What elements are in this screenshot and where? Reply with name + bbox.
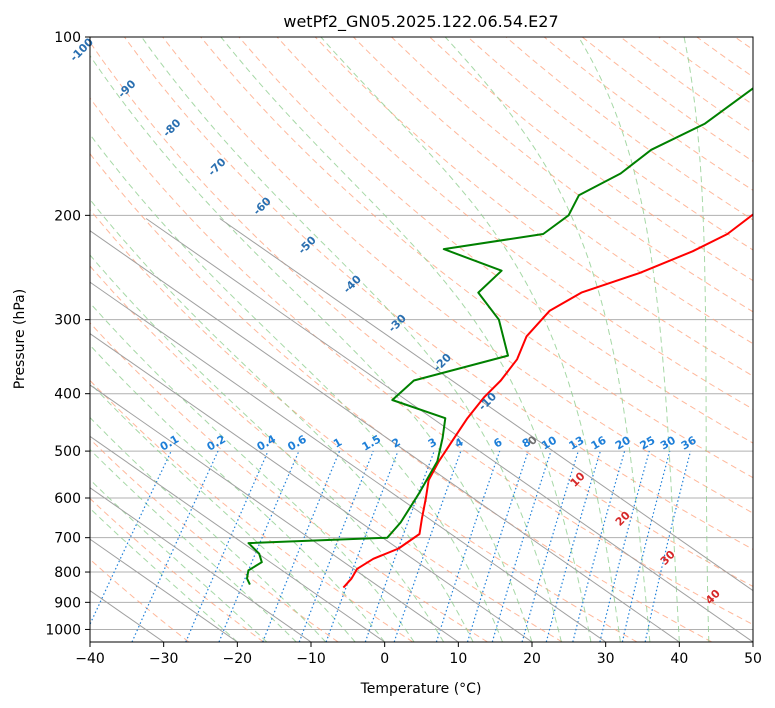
- moist-adiabat-line: [683, 37, 710, 642]
- moist-adiabat-line: [90, 198, 474, 642]
- y-tick-label: 900: [54, 595, 81, 611]
- y-tick-label: 1000: [45, 622, 81, 638]
- dry-adiabat-line: [90, 152, 712, 642]
- mixing-ratio-line: [393, 450, 462, 642]
- moist-adiabat-line: [90, 133, 503, 642]
- dry-adiabat-line: [90, 379, 414, 642]
- dry-adiabat-line: [90, 97, 753, 626]
- mixing-ratio-line: [325, 450, 399, 642]
- mixing-ratio-line: [644, 450, 692, 642]
- mixing-ratio-line: [298, 450, 374, 642]
- moist-adiabat-line: [578, 37, 680, 642]
- y-tick-label: 300: [54, 313, 81, 329]
- mixing-ratio-line: [572, 450, 626, 642]
- isotherms: [90, 218, 753, 642]
- mixing-ratio-line: [491, 450, 552, 642]
- gridlines: [90, 37, 753, 630]
- moist-adiabat-line: [320, 37, 621, 642]
- mixing-ratio-line: [185, 450, 269, 642]
- dry-adiabat-line: [90, 265, 563, 642]
- moist-adiabats: [90, 37, 710, 642]
- x-tick-label: −10: [296, 651, 326, 667]
- dry-adiabat-line: [90, 208, 638, 642]
- profile-series: [246, 87, 753, 589]
- x-tick-label: 50: [744, 651, 762, 667]
- dry-adiabat-line: [90, 41, 753, 588]
- chart-title: wetPf2_GN05.2025.122.06.54.E27: [283, 12, 558, 32]
- dry-adiabat-line: [314, 37, 753, 377]
- moist-adiabat-line: [141, 37, 562, 642]
- isotherm-line: [219, 218, 753, 592]
- x-tick-label: −40: [75, 651, 105, 667]
- y-tick-label: 500: [54, 444, 81, 460]
- isotherm-line: [145, 218, 753, 642]
- x-axis-label: Temperature (°C): [360, 681, 482, 697]
- dry-adiabat-line: [276, 37, 753, 410]
- mixing-ratio-line: [262, 450, 341, 642]
- x-tick-label: 0: [380, 651, 389, 667]
- x-tick-label: 20: [523, 651, 541, 667]
- dry-adiabat-line: [238, 37, 753, 444]
- mixing-ratio-line: [466, 450, 529, 642]
- moist-adiabat-line: [90, 54, 533, 642]
- moist-adiabat-line: [90, 302, 415, 642]
- y-axis-ticks: 100 200 300 400 500 600 700 800 900 1000: [45, 30, 90, 638]
- y-tick-label: 100: [54, 30, 81, 46]
- y-tick-label: 400: [54, 387, 81, 403]
- moist-adiabat-line: [220, 37, 592, 642]
- moist-adiabat-line: [90, 382, 356, 642]
- isotherm-line: [90, 281, 606, 642]
- y-axis-label: Pressure (hPa): [12, 289, 28, 389]
- isotherm-line: [90, 435, 385, 642]
- mixing-ratio-line: [599, 450, 650, 642]
- moist-adiabat-line: [90, 416, 327, 642]
- x-tick-label: 10: [449, 651, 467, 667]
- mixing-ratio-line: [218, 450, 300, 642]
- plot-frame: [89, 36, 754, 643]
- x-tick-label: −30: [149, 651, 179, 667]
- dry-adiabat-line: [90, 322, 488, 642]
- moist-adiabat-line: [90, 344, 386, 642]
- y-tick-label: 800: [54, 565, 81, 581]
- mixing-ratio-line: [521, 450, 579, 642]
- x-tick-label: 40: [670, 651, 688, 667]
- dewpoint-profile-line: [246, 87, 753, 586]
- x-tick-label: −20: [223, 651, 253, 667]
- moist-adiabat-line: [90, 507, 238, 642]
- mixing-ratio-line: [435, 450, 501, 642]
- y-tick-label: 700: [54, 531, 81, 547]
- moist-adiabat-line: [444, 37, 651, 642]
- dry-adiabat-line: [123, 37, 753, 550]
- y-tick-label: 600: [54, 491, 81, 507]
- moist-adiabat-line: [90, 479, 268, 642]
- isotherm-line: [90, 487, 312, 642]
- moist-adiabat-line: [90, 448, 297, 642]
- isotherm-line: [90, 384, 459, 642]
- isotherm-line: [90, 332, 533, 642]
- y-tick-label: 200: [54, 208, 81, 224]
- moist-adiabat-line: [90, 254, 445, 642]
- x-tick-label: 30: [597, 651, 615, 667]
- isotherm-line: [90, 230, 680, 642]
- x-axis-ticks: −40 −30 −20 −10 0 10 20 30 40 50: [75, 642, 762, 667]
- mixing-ratio-lines: [90, 450, 692, 642]
- temperature-profile-line: [342, 213, 753, 589]
- isotherm-line: [90, 538, 238, 642]
